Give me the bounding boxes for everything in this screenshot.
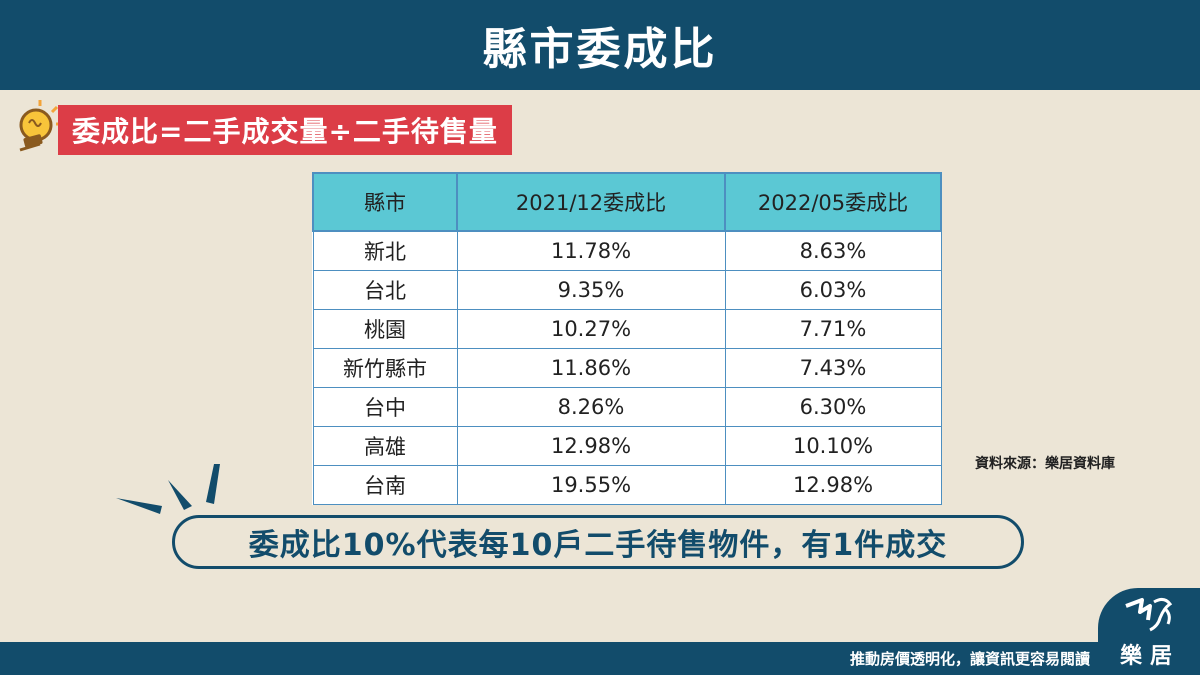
table-row: 台南 19.55% 12.98% — [312, 465, 942, 505]
ratio-2022-cell: 6.03% — [724, 270, 942, 310]
ratio-2022-cell: 10.10% — [724, 426, 942, 466]
formula-banner: 委成比=二手成交量÷二手待售量 — [58, 105, 512, 155]
footer-slogan: 推動房價透明化，讓資訊更容易閱讀 — [849, 650, 1090, 668]
ratio-2022-cell: 7.43% — [724, 348, 942, 388]
city-cell: 桃園 — [312, 309, 458, 349]
ratio-2021-cell: 11.86% — [456, 348, 726, 388]
page-title: 縣市委成比 — [482, 24, 718, 75]
ratio-2021-cell: 10.27% — [456, 309, 726, 349]
ratio-2021-cell: 8.26% — [456, 387, 726, 427]
burst-lines-icon — [116, 464, 220, 514]
table-row: 新北 11.78% 8.63% — [312, 230, 942, 271]
table-row: 高雄 12.98% 10.10% — [312, 426, 942, 466]
table-row: 桃園 10.27% 7.71% — [312, 309, 942, 349]
ratio-2022-cell: 12.98% — [724, 465, 942, 505]
table-row: 新竹縣市 11.86% 7.43% — [312, 348, 942, 388]
lightbulb-icon — [19, 100, 60, 152]
city-cell: 新竹縣市 — [312, 348, 458, 388]
ratio-2022-cell: 6.30% — [724, 387, 942, 427]
ratio-table: 縣市 2021/12委成比 2022/05委成比 新北 11.78% 8.63%… — [312, 172, 942, 505]
city-cell: 台中 — [312, 387, 458, 427]
ratio-2021-cell: 12.98% — [456, 426, 726, 466]
table-row: 台北 9.35% 6.03% — [312, 270, 942, 310]
leju-logo-icon — [1125, 597, 1173, 632]
explanation-callout: 委成比10%代表每10戶二手待售物件，有1件成交 — [172, 515, 1024, 569]
col-header-2021-12: 2021/12委成比 — [456, 172, 726, 232]
logo-text: 樂居 — [1120, 644, 1181, 669]
title-bar: 縣市委成比 — [0, 0, 1200, 90]
city-cell: 台北 — [312, 270, 458, 310]
ratio-2021-cell: 11.78% — [456, 230, 726, 271]
col-header-2022-05: 2022/05委成比 — [724, 172, 942, 232]
col-header-city: 縣市 — [312, 172, 458, 232]
ratio-2021-cell: 9.35% — [456, 270, 726, 310]
ratio-2022-cell: 8.63% — [724, 230, 942, 271]
table-row: 台中 8.26% 6.30% — [312, 387, 942, 427]
brand-logo: 樂居 — [1098, 588, 1200, 675]
ratio-2021-cell: 19.55% — [456, 465, 726, 505]
footer-bar: 推動房價透明化，讓資訊更容易閱讀 — [0, 642, 1200, 675]
city-cell: 新北 — [312, 230, 458, 271]
city-cell: 高雄 — [312, 426, 458, 466]
table-header-row: 縣市 2021/12委成比 2022/05委成比 — [312, 172, 942, 232]
city-cell: 台南 — [312, 465, 458, 505]
ratio-2022-cell: 7.71% — [724, 309, 942, 349]
source-note: 資料來源：樂居資料庫 — [975, 456, 1115, 472]
